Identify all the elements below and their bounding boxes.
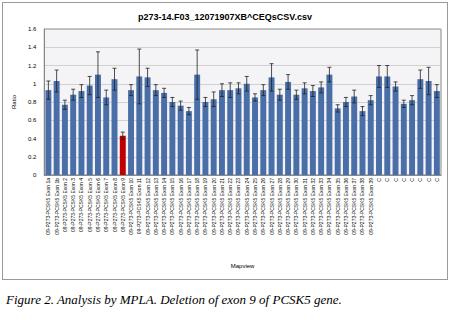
svg-text:09-P273-PCSK5 Exon 25: 09-P273-PCSK5 Exon 25: [252, 178, 258, 235]
svg-text:0.4: 0.4: [28, 136, 37, 142]
svg-text:C: C: [393, 178, 399, 182]
svg-text:C: C: [434, 178, 440, 182]
svg-text:09-P273-PCSK5 Exon 24: 09-P273-PCSK5 Exon 24: [244, 178, 250, 235]
svg-text:09-P273-PCSK5 Exon 6: 09-P273-PCSK5 Exon 6: [95, 178, 101, 232]
svg-text:09-P273-PCSK5 Exon 37: 09-P273-PCSK5 Exon 37: [351, 178, 357, 235]
svg-text:09-P273-PCSK5 Exon 16: 09-P273-PCSK5 Exon 16: [178, 178, 184, 235]
svg-text:C: C: [417, 178, 423, 182]
svg-text:C: C: [401, 178, 407, 182]
svg-text:Mapview: Mapview: [231, 263, 255, 269]
svg-text:p273-14.F03_12071907XB^CEQsCSV: p273-14.F03_12071907XB^CEQsCSV.csv: [138, 12, 312, 22]
svg-text:09-P273-PCSK5 Exon 1a: 09-P273-PCSK5 Exon 1a: [45, 178, 51, 235]
svg-text:09-P273-PCSK5 Exon 35: 09-P273-PCSK5 Exon 35: [335, 178, 341, 235]
svg-text:09-P273-PCSK5 Exon 39: 09-P273-PCSK5 Exon 39: [368, 178, 374, 235]
svg-text:09-P273-PCSK5 Exon 2: 09-P273-PCSK5 Exon 2: [62, 178, 68, 232]
svg-text:09-P273-PCSK5 Exon 18: 09-P273-PCSK5 Exon 18: [194, 178, 200, 235]
svg-text:09-P273-PCSK5 Exon 14: 09-P273-PCSK5 Exon 14: [161, 178, 167, 235]
svg-text:09-P273-PCSK5 Exon 28: 09-P273-PCSK5 Exon 28: [277, 178, 283, 235]
svg-text:09-P273-PCSK5 Exon 9: 09-P273-PCSK5 Exon 9: [120, 178, 126, 232]
svg-text:1.2: 1.2: [28, 63, 37, 69]
svg-text:09-P273-PCSK5 Exon 36: 09-P273-PCSK5 Exon 36: [343, 178, 349, 235]
svg-text:09-P273-PCSK5 Exon 33: 09-P273-PCSK5 Exon 33: [318, 178, 324, 235]
svg-text:09-P273-PCSK5 Exon 13: 09-P273-PCSK5 Exon 13: [153, 178, 159, 235]
svg-text:09-P273-PCSK5 Exon 4: 09-P273-PCSK5 Exon 4: [78, 178, 84, 232]
svg-text:C: C: [384, 178, 390, 182]
svg-text:1.6: 1.6: [28, 26, 37, 32]
svg-text:09-P273-PCSK5 Exon 20: 09-P273-PCSK5 Exon 20: [211, 178, 217, 235]
svg-text:09-P273-PCSK5 Exon 17: 09-P273-PCSK5 Exon 17: [186, 178, 192, 235]
svg-text:09-P273-PCSK5 Exon 19: 09-P273-PCSK5 Exon 19: [202, 178, 208, 235]
svg-text:C: C: [426, 178, 432, 182]
svg-text:09-P273-PCSK5 Exon 1b: 09-P273-PCSK5 Exon 1b: [54, 178, 60, 235]
svg-text:0.8: 0.8: [28, 99, 37, 105]
svg-text:09-P273-PCSK5 Exon 27: 09-P273-PCSK5 Exon 27: [269, 178, 275, 235]
svg-text:09-P273-PCSK5 Exon 32: 09-P273-PCSK5 Exon 32: [310, 178, 316, 235]
svg-text:09-P273-PCSK5 Exon 29: 09-P273-PCSK5 Exon 29: [285, 178, 291, 235]
svg-text:1.4: 1.4: [28, 44, 37, 50]
svg-text:09-P273-PCSK5 Exon 21: 09-P273-PCSK5 Exon 21: [219, 178, 225, 235]
svg-text:09-P273-PCSK5 Exon 31: 09-P273-PCSK5 Exon 31: [302, 178, 308, 235]
svg-text:09-P273-PCSK5 Exon 38: 09-P273-PCSK5 Exon 38: [359, 178, 365, 235]
svg-text:09-P273-PCSK5 Exon 10: 09-P273-PCSK5 Exon 10: [128, 178, 134, 235]
svg-text:09-P273-PCSK5 Exon 3: 09-P273-PCSK5 Exon 3: [70, 178, 76, 232]
svg-text:09-P273-PCSK5 Exon 22: 09-P273-PCSK5 Exon 22: [227, 178, 233, 235]
svg-text:C: C: [376, 178, 382, 182]
svg-text:1: 1: [33, 81, 37, 87]
svg-text:0: 0: [33, 172, 37, 178]
svg-text:09-P273-PCSK5 Exon 11: 09-P273-PCSK5 Exon 11: [136, 178, 142, 235]
svg-text:0.2: 0.2: [28, 154, 37, 160]
svg-text:0.6: 0.6: [28, 117, 37, 123]
svg-text:09-P273-PCSK5 Exon 30: 09-P273-PCSK5 Exon 30: [293, 178, 299, 235]
svg-text:09-P273-PCSK5 Exon 15: 09-P273-PCSK5 Exon 15: [169, 178, 175, 235]
html-text:Figure 2. Analysis by MPLA. De: Figure 2. Analysis by MPLA. Deletion of …: [6, 292, 342, 307]
svg-text:09-P273-PCSK5 Exon 23: 09-P273-PCSK5 Exon 23: [235, 178, 241, 235]
svg-text:09-P273-PCSK5 Exon 12: 09-P273-PCSK5 Exon 12: [145, 178, 151, 235]
svg-text:09-P273-PCSK5 Exon 26: 09-P273-PCSK5 Exon 26: [260, 178, 266, 235]
svg-text:Ratio: Ratio: [11, 94, 17, 109]
svg-text:09-P273-PCSK5 Exon 8: 09-P273-PCSK5 Exon 8: [112, 178, 118, 232]
svg-text:09-P273-PCSK5 Exon 34: 09-P273-PCSK5 Exon 34: [326, 178, 332, 235]
svg-text:C: C: [409, 178, 415, 182]
svg-text:09-P273-PCSK5 Exon 5: 09-P273-PCSK5 Exon 5: [87, 178, 93, 232]
svg-text:09-P273-PCSK5 Exon 7: 09-P273-PCSK5 Exon 7: [103, 178, 109, 232]
